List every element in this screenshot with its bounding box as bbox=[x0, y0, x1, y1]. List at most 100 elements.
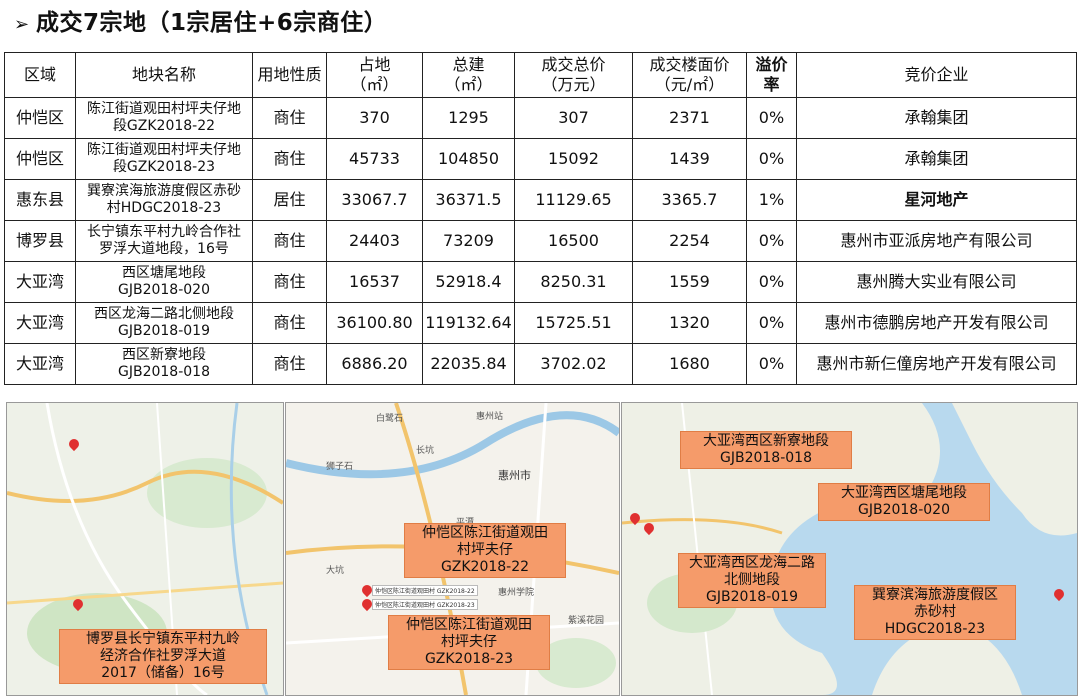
cell-floor: 2371 bbox=[632, 97, 747, 139]
cell-use: 商住 bbox=[252, 261, 327, 303]
map-label: 狮子石 bbox=[326, 462, 354, 472]
cell-price: 15092 bbox=[514, 138, 633, 180]
page-title: ➢ 成交7宗地（1宗居住+6宗商住） bbox=[14, 6, 387, 40]
cell-name: 西区塘尾地段 GJB2018-020 bbox=[75, 261, 253, 303]
header-region: 区域 bbox=[4, 52, 76, 98]
callout-line: 村坪夫仔 bbox=[457, 542, 513, 558]
header-price: 成交总价 （万元） bbox=[514, 52, 633, 98]
cell-name-line2: 段GZK2018-22 bbox=[112, 118, 216, 134]
cell-name-line1: 西区新寮地段 bbox=[122, 347, 206, 363]
cell-premium: 0% bbox=[746, 138, 797, 180]
cell-use: 商住 bbox=[252, 97, 327, 139]
cell-premium: 0% bbox=[746, 261, 797, 303]
table-row: 惠东县 巽寮滨海旅游度假区赤砂 村HDGC2018-23 居住 33067.7 36371… bbox=[4, 179, 1077, 221]
header-name: 地块名称 bbox=[75, 52, 253, 98]
map-label: 大坑 bbox=[326, 566, 345, 576]
cell-area: 370 bbox=[326, 97, 423, 139]
map-mini-label: 仲恺区陈江街道观田村 GZK2018-23 bbox=[372, 599, 478, 610]
cell-premium: 0% bbox=[746, 97, 797, 139]
callout-line: 2017（储备）16号 bbox=[101, 665, 225, 681]
cell-price: 307 bbox=[514, 97, 633, 139]
callout-line: GZK2018-22 bbox=[440, 559, 530, 575]
callout-line: 大亚湾西区新寮地段 bbox=[703, 433, 829, 449]
callout-gjb2018-019: 大亚湾西区龙海二路 北侧地段 GJB2018-019 bbox=[678, 553, 826, 608]
callout-line: GJB2018-019 bbox=[706, 589, 798, 605]
map-label: 惠州学院 bbox=[498, 588, 535, 598]
cell-area: 16537 bbox=[326, 261, 423, 303]
cell-price: 11129.65 bbox=[514, 179, 633, 221]
header-area-unit: （㎡） bbox=[350, 75, 399, 94]
cell-area: 36100.80 bbox=[326, 302, 423, 344]
cell-premium: 0% bbox=[746, 343, 797, 385]
callout-line: 大亚湾西区龙海二路 bbox=[689, 555, 815, 571]
cell-region: 大亚湾 bbox=[4, 343, 76, 385]
callout-line: GZK2018-23 bbox=[424, 651, 514, 667]
cell-buyer: 惠州市德鹏房地产开发有限公司 bbox=[796, 302, 1077, 344]
callout-line: 巽寮滨海旅游度假区 bbox=[872, 587, 998, 603]
map-zhongkai: 白鹭石 惠州站 惠州市 狮子石 长坑 平潭 大坑 惠州学院 紫溪花园 仲恺区陈江… bbox=[285, 402, 620, 696]
cell-price: 16500 bbox=[514, 220, 633, 262]
title-text: 成交7宗地（1宗居住+6宗商住） bbox=[36, 10, 388, 36]
callout-line: 赤砂村 bbox=[914, 604, 956, 620]
cell-floor: 1680 bbox=[632, 343, 747, 385]
cell-buyer: 惠州市亚派房地产有限公司 bbox=[796, 220, 1077, 262]
cell-floor: 3365.7 bbox=[632, 179, 747, 221]
cell-region: 仲恺区 bbox=[4, 138, 76, 180]
cell-build: 119132.64 bbox=[422, 302, 515, 344]
cell-use: 商住 bbox=[252, 220, 327, 262]
map-label: 紫溪花园 bbox=[568, 616, 605, 626]
callout-line: 大亚湾西区塘尾地段 bbox=[841, 485, 967, 501]
cell-name-line2: GJB2018-018 bbox=[118, 364, 210, 380]
callout-hdgc2018-23: 巽寮滨海旅游度假区 赤砂村 HDGC2018-23 bbox=[854, 585, 1016, 640]
map-mini-label: 仲恺区陈江街道观田村 GZK2018-22 bbox=[372, 585, 478, 596]
cell-build: 104850 bbox=[422, 138, 515, 180]
callout-line: 村坪夫仔 bbox=[441, 634, 497, 650]
cell-name-line2: GJB2018-019 bbox=[118, 323, 210, 339]
cell-price: 3702.02 bbox=[514, 343, 633, 385]
cell-premium: 0% bbox=[746, 220, 797, 262]
cell-build: 52918.4 bbox=[422, 261, 515, 303]
header-buyer: 竞价企业 bbox=[796, 52, 1077, 98]
cell-name: 陈江街道观田村坪夫仔地 段GZK2018-22 bbox=[75, 97, 253, 139]
cell-buyer: 惠州市新仨僮房地产开发有限公司 bbox=[796, 343, 1077, 385]
cell-use: 居住 bbox=[252, 179, 327, 221]
callout-line: HDGC2018-23 bbox=[884, 621, 986, 637]
header-floor: 成交楼面价 （元/㎡） bbox=[632, 52, 747, 98]
table-header-row: 区域 地块名称 用地性质 占地 （㎡） 总建 （㎡） 成交总价 （万元） 成交楼面价（… bbox=[4, 52, 1077, 98]
cell-name-line1: 西区塘尾地段 bbox=[122, 265, 206, 281]
cell-name-line2: 段GZK2018-23 bbox=[112, 159, 216, 175]
cell-build: 22035.84 bbox=[422, 343, 515, 385]
callout-line: 仲恺区陈江街道观田 bbox=[422, 525, 548, 541]
table-body: 仲恺区 陈江街道观田村坪夫仔地 段GZK2018-22 商住 370 1295 307 237… bbox=[4, 97, 1077, 385]
map-boluo: 博罗县长宁镇东平村九岭 经济合作社罗浮大道 2017（储备）16号 bbox=[6, 402, 284, 696]
cell-area: 45733 bbox=[326, 138, 423, 180]
bullet-arrow-icon: ➢ bbox=[14, 14, 30, 35]
land-transaction-table: 区域 地块名称 用地性质 占地 （㎡） 总建 （㎡） 成交总价 （万元） 成交楼面价（… bbox=[4, 52, 1077, 385]
cell-region: 大亚湾 bbox=[4, 302, 76, 344]
cell-name-line1: 陈江街道观田村坪夫仔地 bbox=[87, 142, 241, 158]
cell-floor: 2254 bbox=[632, 220, 747, 262]
callout-line: 经济合作社罗浮大道 bbox=[100, 648, 226, 664]
table-row: 大亚湾 西区龙海二路北侧地段 GJB2018-019 商住 36100.80 119132… bbox=[4, 302, 1077, 344]
cell-name: 巽寮滨海旅游度假区赤砂 村HDGC2018-23 bbox=[75, 179, 253, 221]
cell-use: 商住 bbox=[252, 302, 327, 344]
cell-name-line2: 罗浮大道地段，16号 bbox=[99, 241, 229, 257]
callout-gjb2018-020: 大亚湾西区塘尾地段 GJB2018-020 bbox=[818, 483, 990, 521]
callout-line: 博罗县长宁镇东平村九岭 bbox=[86, 631, 240, 647]
cell-name: 西区龙海二路北侧地段 GJB2018-019 bbox=[75, 302, 253, 344]
header-premium: 溢价率 bbox=[746, 52, 797, 98]
header-use: 用地性质 bbox=[252, 52, 327, 98]
cell-floor: 1439 bbox=[632, 138, 747, 180]
cell-region: 大亚湾 bbox=[4, 261, 76, 303]
header-price-unit: （万元） bbox=[541, 75, 606, 94]
map-dayawan: 大亚湾西区新寮地段 GJB2018-018 大亚湾西区塘尾地段 GJB2018-… bbox=[621, 402, 1078, 696]
cell-use: 商住 bbox=[252, 343, 327, 385]
cell-buyer: 承翰集团 bbox=[796, 97, 1077, 139]
cell-floor: 1320 bbox=[632, 302, 747, 344]
header-floor-unit: （元/㎡） bbox=[654, 75, 725, 94]
header-floor-label: 成交楼面价 bbox=[649, 55, 730, 74]
header-area-label: 占地 bbox=[358, 55, 391, 74]
cell-name: 陈江街道观田村坪夫仔地 段GZK2018-23 bbox=[75, 138, 253, 180]
table-row: 仲恺区 陈江街道观田村坪夫仔地 段GZK2018-23 商住 45733 104850 15… bbox=[4, 138, 1077, 180]
callout-line: 仲恺区陈江街道观田 bbox=[406, 617, 532, 633]
